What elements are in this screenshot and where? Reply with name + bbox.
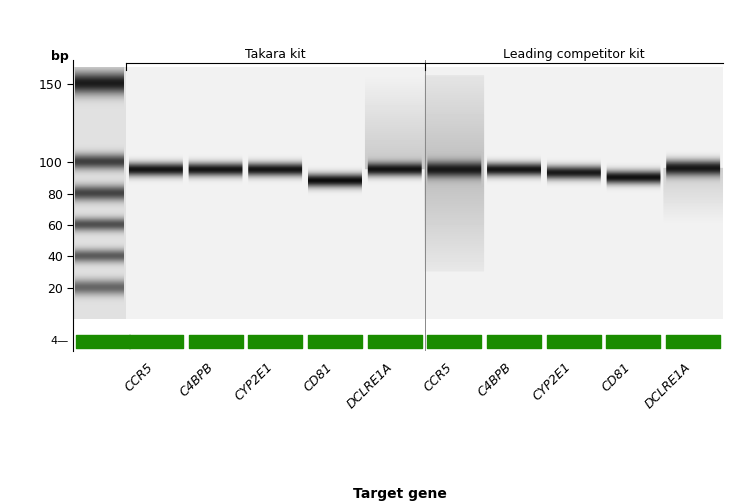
- Text: Takara kit: Takara kit: [245, 48, 306, 61]
- X-axis label: Target gene: Target gene: [353, 487, 446, 501]
- Text: Leading competitor kit: Leading competitor kit: [503, 48, 644, 61]
- Text: 4—: 4—: [51, 336, 68, 346]
- Text: bp: bp: [51, 50, 68, 63]
